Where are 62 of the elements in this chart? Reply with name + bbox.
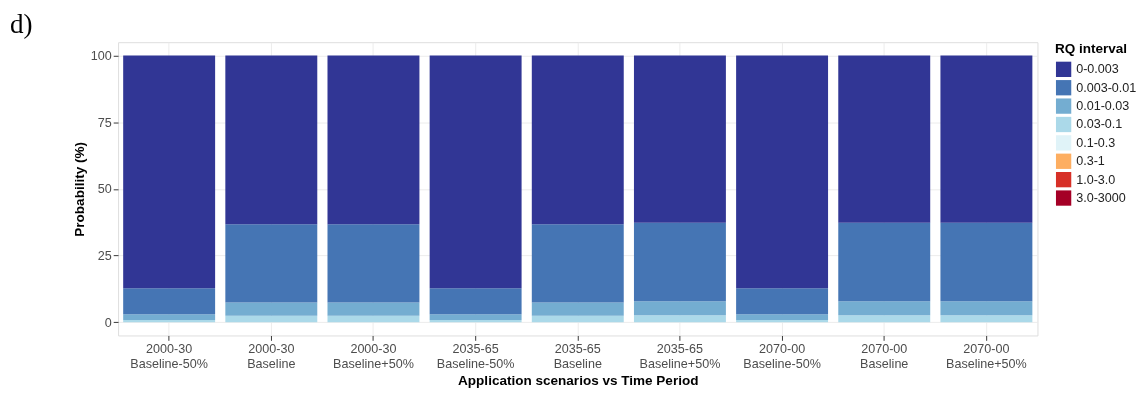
legend-title: RQ interval (1054, 40, 1128, 56)
x-tick-label: 2035-65 Baseline (553, 342, 602, 371)
chart-title: d) (9, 8, 33, 39)
bar (225, 55, 318, 225)
bar (940, 315, 1033, 323)
bar (225, 302, 318, 316)
bar (940, 301, 1033, 316)
bar (940, 55, 1033, 223)
bar (327, 315, 420, 323)
bar (327, 224, 420, 303)
bar (531, 302, 624, 316)
legend-label: 0.1-0.3 (1076, 135, 1116, 150)
y-axis-title: Probability (%) (72, 141, 88, 237)
y-tick-label: 50 (97, 182, 112, 197)
bar (327, 55, 420, 225)
bar (429, 314, 522, 321)
x-axis-title: Application scenarios vs Time Period (458, 373, 699, 389)
bar (225, 224, 318, 303)
x-tick-label: 2035-65 Baseline-50% (436, 342, 515, 371)
x-tick-label: 2035-65 Baseline+50% (639, 342, 721, 371)
bar (531, 315, 624, 323)
legend-label: 0-0.003 (1076, 62, 1119, 77)
x-tick-label: 2000-30 Baseline-50% (130, 342, 208, 371)
bar (838, 301, 931, 316)
x-tick-label: 2070-00 Baseline+50% (946, 342, 1027, 371)
bar (838, 55, 931, 223)
bar (736, 320, 829, 323)
y-tick-label: 25 (97, 248, 112, 263)
x-tick-label: 2070-00 Baseline (860, 342, 909, 371)
bar (429, 288, 522, 315)
y-tick-label: 100 (90, 48, 112, 63)
bar (327, 302, 420, 316)
bar (838, 315, 931, 323)
bar (736, 314, 829, 321)
bar (633, 55, 726, 223)
y-tick-label: 75 (97, 115, 112, 130)
legend-label: 1.0-3.0 (1076, 172, 1116, 187)
legend-label: 0.003-0.01 (1076, 80, 1137, 95)
bar (531, 224, 624, 303)
legend-label: 0.01-0.03 (1076, 98, 1130, 113)
bar (123, 288, 216, 315)
bar (123, 314, 216, 321)
legend-label: 0.3-1 (1076, 154, 1105, 169)
bar (123, 55, 216, 289)
bar (633, 222, 726, 302)
legend-label: 0.03-0.1 (1076, 117, 1123, 132)
bar (940, 222, 1033, 302)
bar (429, 55, 522, 289)
bar (225, 315, 318, 323)
legend-label: 3.0-3000 (1076, 190, 1126, 205)
bar (736, 55, 829, 289)
bar (531, 55, 624, 225)
bar (633, 315, 726, 323)
bar (838, 222, 931, 302)
bar (633, 301, 726, 316)
y-tick-label: 0 (104, 315, 112, 330)
x-tick-label: 2070-00 Baseline-50% (743, 342, 821, 371)
x-tick-label: 2000-30 Baseline (247, 342, 296, 371)
x-tick-label: 2000-30 Baseline+50% (333, 342, 414, 371)
bar (429, 320, 522, 323)
bar (736, 288, 829, 315)
bar (123, 320, 216, 323)
